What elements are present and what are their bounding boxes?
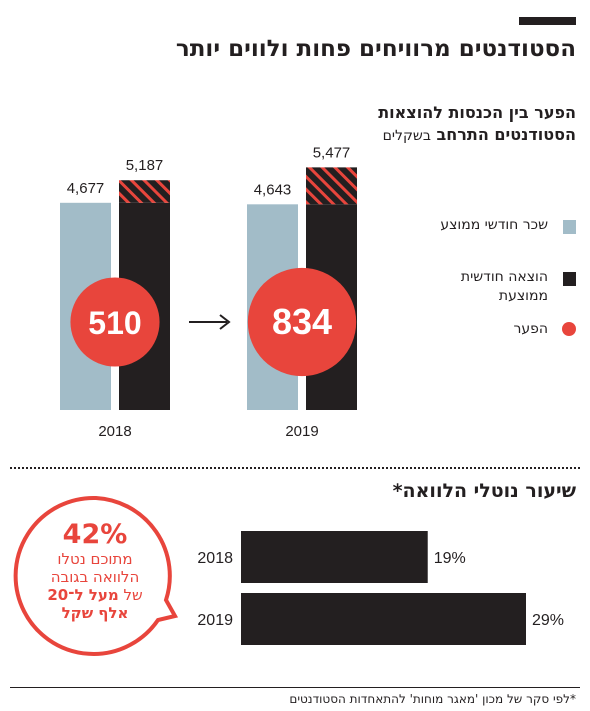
legend-label-salary: שכר חודשי ממוצע <box>440 217 548 233</box>
gap-value-2018: 510 <box>88 305 141 341</box>
loan-category-2018: 2018 <box>197 550 233 567</box>
callout-text: 42% מתוכם נטלו הלוואה בגובה של מעל ל־20 … <box>30 519 160 623</box>
callout-line-3-bold: מעל ל־20 <box>47 586 119 604</box>
bar-expense-gap-hatch-2019 <box>306 167 357 205</box>
callout-line-1: מתוכם נטלו <box>57 550 133 568</box>
legend-item-salary: שכר חודשי ממוצע <box>416 216 576 256</box>
gap-circle-2019 <box>247 267 357 377</box>
callout-line-4: אלף שקל <box>61 604 129 622</box>
callout-line-3-prefix: של <box>123 586 143 604</box>
label-expense-2018: 5,187 <box>126 157 164 174</box>
loan-section-title: שיעור נוטלי הלוואה* <box>392 480 576 502</box>
legend-title-bold: הפער בין הכנסות להוצאות הסטודנטים התרחב <box>378 103 576 144</box>
label-salary-2018: 4,677 <box>67 180 105 197</box>
footnote: *לפי סקר של מכון 'מאגר מוחות' להתאחדות ה… <box>289 692 576 706</box>
callout-bubble-outline <box>13 495 179 656</box>
gap-circle-2018 <box>70 277 160 367</box>
callout-percent: 42% <box>62 519 128 550</box>
section-divider <box>10 467 580 469</box>
chart-title: הסטודנטים מרוויחים פחות ולווים יותר <box>175 36 576 62</box>
callout-line-2: הלוואה בגובה <box>50 568 140 586</box>
legend-label-gap: הפער <box>513 321 548 337</box>
category-label-2018: 2018 <box>98 423 131 440</box>
legend-swatch-salary <box>563 220 576 234</box>
legend-item-gap: הפער <box>416 318 576 340</box>
callout-line-3: של מעל ל־20 <box>30 586 160 604</box>
trend-arrow-head <box>219 314 231 330</box>
loan-category-2019: 2019 <box>197 612 233 629</box>
label-salary-2019: 4,643 <box>254 181 292 198</box>
loan-bar-2018 <box>241 531 428 583</box>
legend-swatch-expense <box>563 272 576 286</box>
legend-title: הפער בין הכנסות להוצאות הסטודנטים התרחב … <box>376 102 576 147</box>
gap-value-2019: 834 <box>272 301 332 342</box>
loan-bar-2019 <box>241 593 526 645</box>
title-accent-bar <box>519 17 576 25</box>
loan-value-2019: 29% <box>532 612 564 629</box>
legend-label-expense: הוצאה חודשית ממוצעת <box>460 269 548 304</box>
footer-divider <box>10 687 580 688</box>
label-expense-2019: 5,477 <box>313 144 351 161</box>
loan-value-2018: 19% <box>434 550 466 567</box>
legend-swatch-gap <box>562 322 576 336</box>
category-label-2019: 2019 <box>285 423 318 440</box>
legend-item-expense: הוצאה חודשית ממוצעת <box>416 268 576 308</box>
bar-expense-gap-hatch-2018 <box>119 180 170 203</box>
legend-title-unit: בשקלים <box>382 128 431 144</box>
